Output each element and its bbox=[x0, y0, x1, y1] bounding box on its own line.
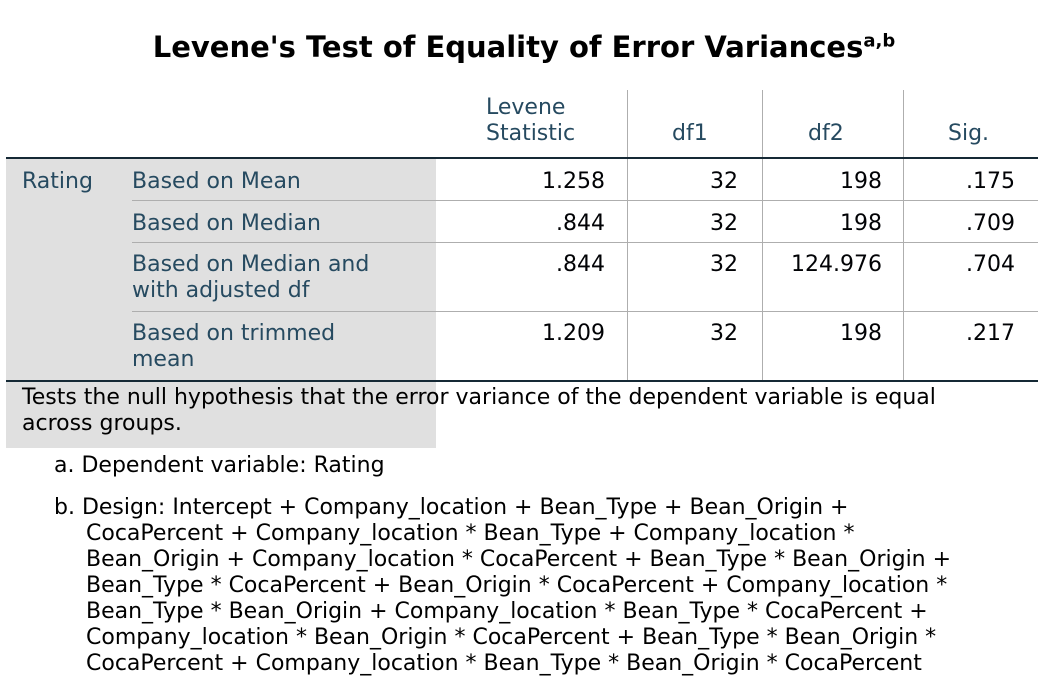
footnote-a: a. Dependent variable: Rating bbox=[54, 453, 385, 478]
footnote-b-line: CocaPercent + Company_location * Bean_Ty… bbox=[86, 651, 922, 676]
cell-df1: 32 bbox=[710, 169, 738, 194]
col-header-levene-line1: Levene bbox=[486, 95, 566, 120]
cell-df2: 198 bbox=[840, 169, 882, 194]
cell-df2: 124.976 bbox=[791, 252, 882, 277]
cell-levene: .844 bbox=[556, 211, 605, 236]
col-header-df2: df2 bbox=[808, 121, 844, 146]
table-title-superscript: a,b bbox=[863, 30, 896, 52]
row-divider bbox=[132, 242, 1038, 243]
cell-df1: 32 bbox=[710, 321, 738, 346]
footnote-b-line: CocaPercent + Company_location * Bean_Ty… bbox=[86, 521, 855, 546]
cell-levene: 1.258 bbox=[542, 169, 605, 194]
col-header-levene-line2: Statistic bbox=[486, 121, 576, 146]
cell-df1: 32 bbox=[710, 252, 738, 277]
cell-levene: .844 bbox=[556, 252, 605, 277]
table-title-text: Levene's Test of Equality of Error Varia… bbox=[152, 30, 864, 64]
col-header-df1: df1 bbox=[672, 121, 708, 146]
hypothesis-note-line2: across groups. bbox=[22, 411, 182, 436]
cell-df2: 198 bbox=[840, 321, 882, 346]
row-label-line1: Based on trimmed bbox=[132, 321, 336, 346]
footnote-b-line: Bean_Type * CocaPercent + Bean_Origin * … bbox=[86, 573, 948, 598]
footnote-b-line: Bean_Type * Bean_Origin + Company_locati… bbox=[86, 599, 928, 624]
hypothesis-note-line1: Tests the null hypothesis that the error… bbox=[22, 385, 936, 410]
table-title: Levene's Test of Equality of Error Varia… bbox=[0, 30, 1048, 64]
header-rule bbox=[6, 157, 1038, 159]
row-label-line2: mean bbox=[132, 347, 195, 372]
row-divider bbox=[132, 200, 1038, 201]
row-label: Based on Median and with adjusted df bbox=[132, 252, 369, 304]
table-bottom-rule bbox=[6, 380, 1038, 382]
cell-levene: 1.209 bbox=[542, 321, 605, 346]
cell-sig: .217 bbox=[966, 321, 1015, 346]
col-divider-2 bbox=[762, 90, 763, 380]
col-divider-3 bbox=[903, 90, 904, 380]
row-label: Based on trimmed mean bbox=[132, 321, 335, 373]
cell-sig: .175 bbox=[966, 169, 1015, 194]
row-divider bbox=[132, 311, 1038, 312]
cell-df1: 32 bbox=[710, 211, 738, 236]
footnote-b-line: b. Design: Intercept + Company_location … bbox=[54, 495, 849, 520]
cell-df2: 198 bbox=[840, 211, 882, 236]
col-header-sig: Sig. bbox=[948, 121, 990, 146]
row-label-shading bbox=[6, 158, 436, 448]
row-label: Based on Median bbox=[132, 211, 321, 236]
row-label-line1: Based on Median and bbox=[132, 252, 370, 277]
row-label-line2: with adjusted df bbox=[132, 278, 310, 303]
group-label-rating: Rating bbox=[22, 169, 93, 194]
cell-sig: .709 bbox=[966, 211, 1015, 236]
hypothesis-note: Tests the null hypothesis that the error… bbox=[22, 385, 936, 437]
col-header-levene: Levene Statistic bbox=[486, 95, 575, 147]
footnote-b-line: Company_location * Bean_Origin * CocaPer… bbox=[86, 625, 937, 650]
footnote-b: b. Design: Intercept + Company_location … bbox=[54, 495, 951, 677]
footnote-b-line: Bean_Origin + Company_location * CocaPer… bbox=[86, 547, 952, 572]
col-divider-1 bbox=[627, 90, 628, 380]
cell-sig: .704 bbox=[966, 252, 1015, 277]
row-label: Based on Mean bbox=[132, 169, 301, 194]
